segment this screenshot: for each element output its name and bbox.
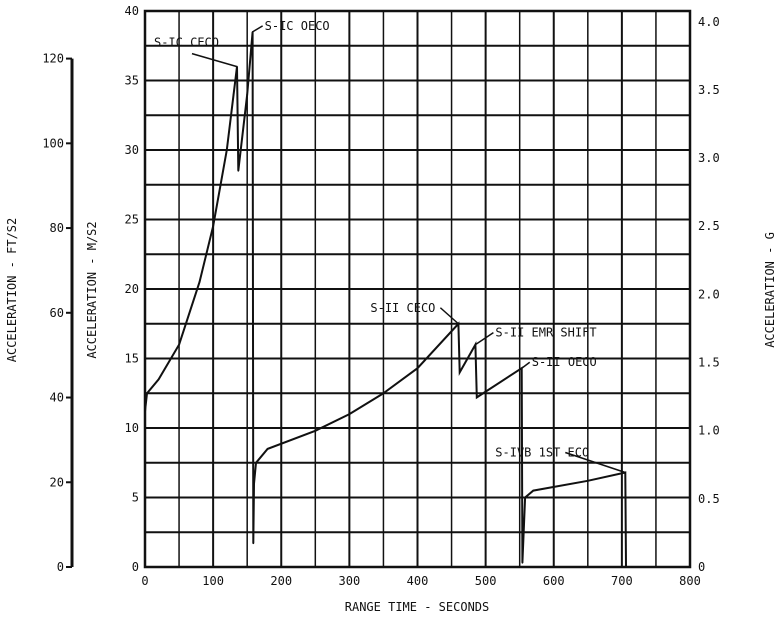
data-point: [255, 461, 257, 464]
annotation-arrow: [565, 451, 626, 474]
x-axis-label: RANGE TIME - SECONDS: [345, 600, 490, 614]
data-point: [232, 93, 235, 96]
series-line: [144, 31, 633, 568]
annotation-arrow: [252, 25, 264, 33]
g-tick-label: 0: [698, 560, 705, 574]
x-tick-label: 800: [679, 574, 701, 588]
data-point: [157, 378, 160, 381]
g-tick-label: 2.0: [698, 287, 720, 301]
ft-tick-label: 60: [50, 306, 64, 320]
annotation-arrow: [521, 361, 531, 369]
data-point: [144, 410, 146, 413]
g-tick-label: 2.5: [698, 219, 720, 233]
annotation-label: S-IC CECO: [154, 36, 219, 50]
y-axis-label-g: ACCELERATION - G: [763, 232, 777, 348]
data-point: [532, 489, 535, 492]
y-tick-label: 40: [125, 4, 139, 18]
y-axis-label-ft: ACCELERATION - FT/S2: [5, 218, 19, 363]
x-tick-label: 0: [141, 574, 148, 588]
data-point: [458, 371, 461, 374]
data-point: [252, 542, 255, 545]
y-tick-label: 10: [125, 421, 139, 435]
y-axis-label: ACCELERATION - M/S2: [85, 221, 99, 358]
data-point: [198, 281, 201, 283]
g-tick-label: 1.0: [698, 424, 720, 438]
y-tick-label: 25: [125, 213, 139, 227]
x-tick-label: 200: [270, 574, 292, 588]
y-tick-label: 15: [125, 352, 139, 366]
y-tick-label: 5: [132, 491, 139, 505]
y-tick-label: 35: [125, 74, 139, 88]
annotation-arrow: [439, 307, 459, 325]
annotation-label: S-II CECO: [370, 301, 435, 315]
data-point: [266, 448, 269, 450]
g-tick-label: 4.0: [698, 15, 720, 29]
data-point: [253, 482, 255, 485]
annotation-label: S-II EMR SHIFT: [495, 326, 596, 340]
x-tick-label: 300: [339, 574, 361, 588]
data-point: [246, 93, 248, 96]
ft-tick-label: 40: [50, 391, 64, 405]
annotation-label: S-IC OECO: [265, 19, 330, 33]
x-tick-label: 700: [611, 574, 633, 588]
data-point: [146, 392, 148, 395]
x-tick-label: 500: [475, 574, 497, 588]
data-point: [382, 392, 385, 395]
ft-tick-label: 80: [50, 221, 64, 235]
ft-tick-label: 0: [57, 560, 64, 574]
annotation-label: S-II OECO: [532, 355, 597, 369]
ft-tick-label: 120: [42, 52, 64, 66]
ft-tick-label: 20: [50, 475, 64, 489]
data-point: [348, 413, 351, 415]
data-point: [212, 225, 214, 228]
x-tick-label: 100: [202, 574, 224, 588]
data-point: [587, 480, 589, 482]
y-tick-label: 0: [132, 560, 139, 574]
data-point: [178, 343, 180, 346]
x-tick-label: 400: [407, 574, 429, 588]
data-point: [237, 170, 240, 172]
data-point: [524, 496, 526, 499]
annotation-arrow: [191, 52, 238, 68]
ft-tick-label: 100: [42, 136, 64, 150]
x-tick-label: 600: [543, 574, 565, 588]
annotation-label: S-IVB 1ST ECO: [495, 445, 589, 459]
data-point: [631, 566, 633, 568]
g-tick-label: 1.5: [698, 356, 720, 370]
data-point: [416, 367, 419, 370]
data-point: [314, 429, 317, 432]
y-tick-label: 20: [125, 282, 139, 296]
annotation-arrow: [474, 331, 494, 346]
data-point: [475, 396, 478, 399]
g-tick-label: 3.0: [698, 151, 720, 165]
y-tick-label: 30: [125, 143, 139, 157]
data-point: [521, 562, 524, 564]
g-tick-label: 0.5: [698, 492, 720, 506]
plot-frame: [143, 9, 692, 569]
data-point: [225, 149, 228, 151]
g-tick-label: 3.5: [698, 83, 720, 97]
data-point: [625, 566, 627, 568]
